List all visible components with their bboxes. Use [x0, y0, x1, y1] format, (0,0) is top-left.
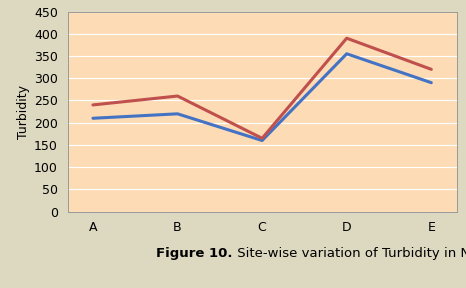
Text: Figure 10.: Figure 10.: [157, 247, 233, 260]
Y-axis label: Turbidity: Turbidity: [17, 85, 30, 139]
Text: Site-wise variation of Turbidity in NTU.: Site-wise variation of Turbidity in NTU.: [233, 247, 466, 260]
